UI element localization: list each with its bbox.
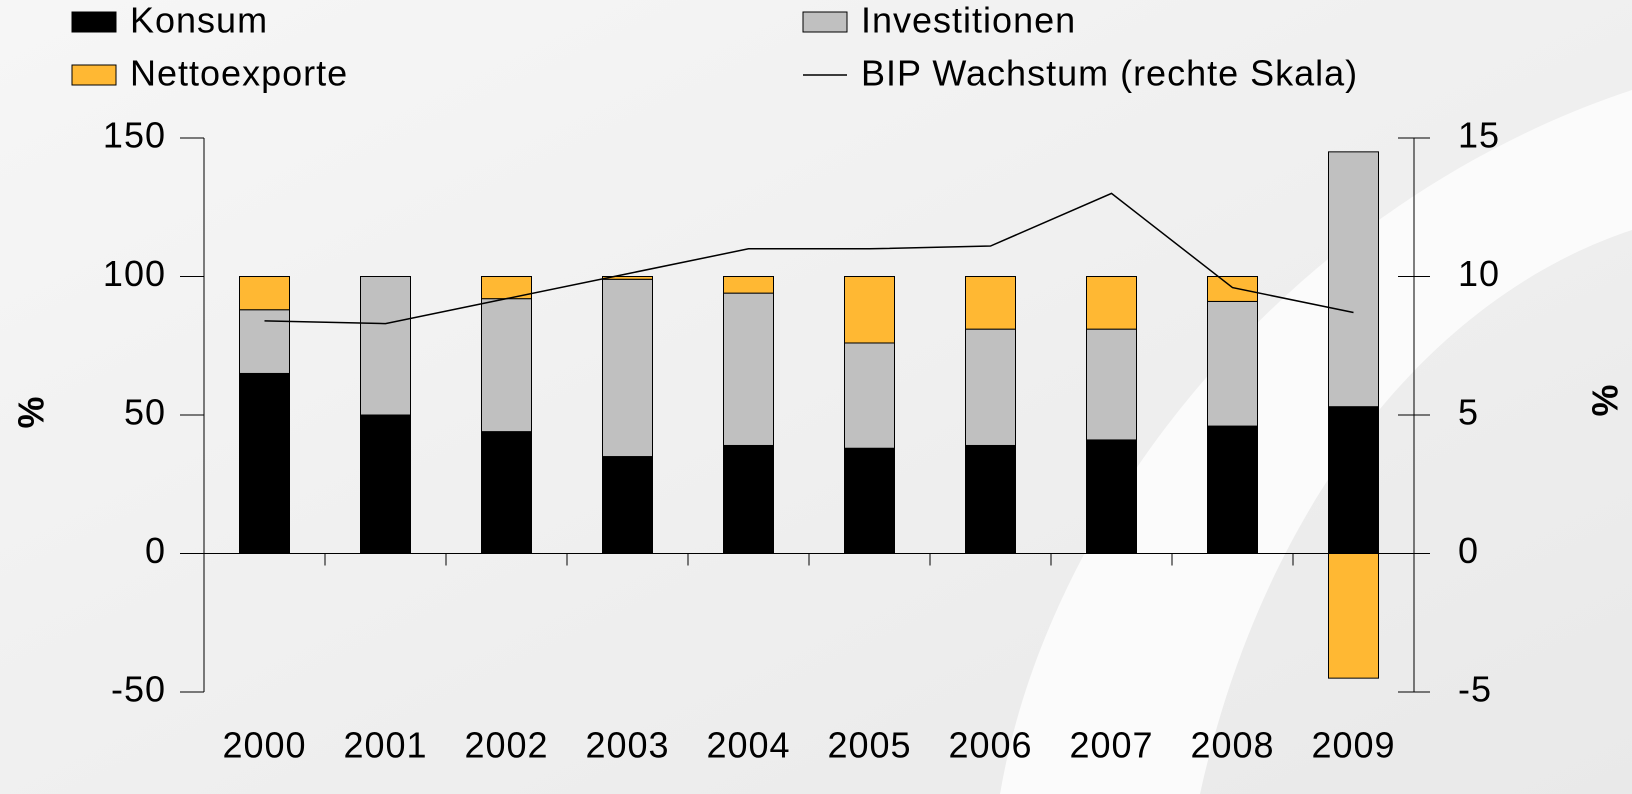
bar xyxy=(239,276,290,311)
y2-tick-label: 0 xyxy=(1458,530,1479,571)
legend-label: BIP Wachstum (rechte Skala) xyxy=(861,53,1358,94)
legend-swatch xyxy=(802,11,848,33)
y-tick-label: 50 xyxy=(124,392,166,433)
y-axis-label: % xyxy=(11,395,52,428)
bar xyxy=(239,309,290,374)
bar xyxy=(481,298,532,433)
x-tick-label: 2005 xyxy=(827,725,911,766)
y-tick-label: 100 xyxy=(103,253,166,294)
bar xyxy=(1328,151,1379,408)
legend-label: Investitionen xyxy=(861,0,1076,41)
y-tick-label: 150 xyxy=(103,115,166,156)
bar xyxy=(602,276,653,280)
x-tick-label: 2007 xyxy=(1069,725,1153,766)
bar xyxy=(360,276,411,416)
bar xyxy=(360,414,411,554)
bar xyxy=(481,431,532,554)
x-tick-label: 2009 xyxy=(1311,725,1395,766)
bar xyxy=(844,447,895,554)
x-tick-label: 2002 xyxy=(464,725,548,766)
x-tick-label: 2003 xyxy=(585,725,669,766)
legend-label: Nettoexporte xyxy=(130,53,348,94)
bar xyxy=(1086,439,1137,554)
bar xyxy=(723,276,774,294)
bar xyxy=(602,278,653,458)
y2-tick-label: 5 xyxy=(1458,392,1479,433)
background-swoosh xyxy=(1000,90,1632,794)
legend-swatch xyxy=(71,64,117,86)
x-tick-label: 2000 xyxy=(222,725,306,766)
y2-tick-label: -5 xyxy=(1458,669,1492,710)
bar xyxy=(844,342,895,449)
bar xyxy=(723,444,774,554)
bar xyxy=(1207,300,1258,427)
x-tick-label: 2004 xyxy=(706,725,790,766)
x-tick-label: 2001 xyxy=(343,725,427,766)
legend-swatch xyxy=(71,11,117,33)
bar xyxy=(1328,553,1379,679)
bar xyxy=(965,328,1016,446)
y-tick-label: 0 xyxy=(145,530,166,571)
bar xyxy=(602,456,653,554)
bar xyxy=(1086,276,1137,330)
bar xyxy=(1207,276,1258,302)
bar xyxy=(723,292,774,446)
bar xyxy=(844,276,895,344)
x-tick-label: 2006 xyxy=(948,725,1032,766)
y2-tick-label: 15 xyxy=(1458,115,1500,156)
bar xyxy=(1086,328,1137,441)
y2-axis-label: % xyxy=(1585,383,1626,416)
bar xyxy=(1328,406,1379,554)
bar xyxy=(965,276,1016,330)
y2-tick-label: 10 xyxy=(1458,253,1500,294)
y-tick-label: -50 xyxy=(111,669,166,710)
bar xyxy=(239,372,290,555)
line xyxy=(264,192,1354,325)
bar xyxy=(1207,425,1258,554)
legend-label: Konsum xyxy=(130,0,268,41)
x-tick-label: 2008 xyxy=(1190,725,1274,766)
bar xyxy=(965,444,1016,554)
